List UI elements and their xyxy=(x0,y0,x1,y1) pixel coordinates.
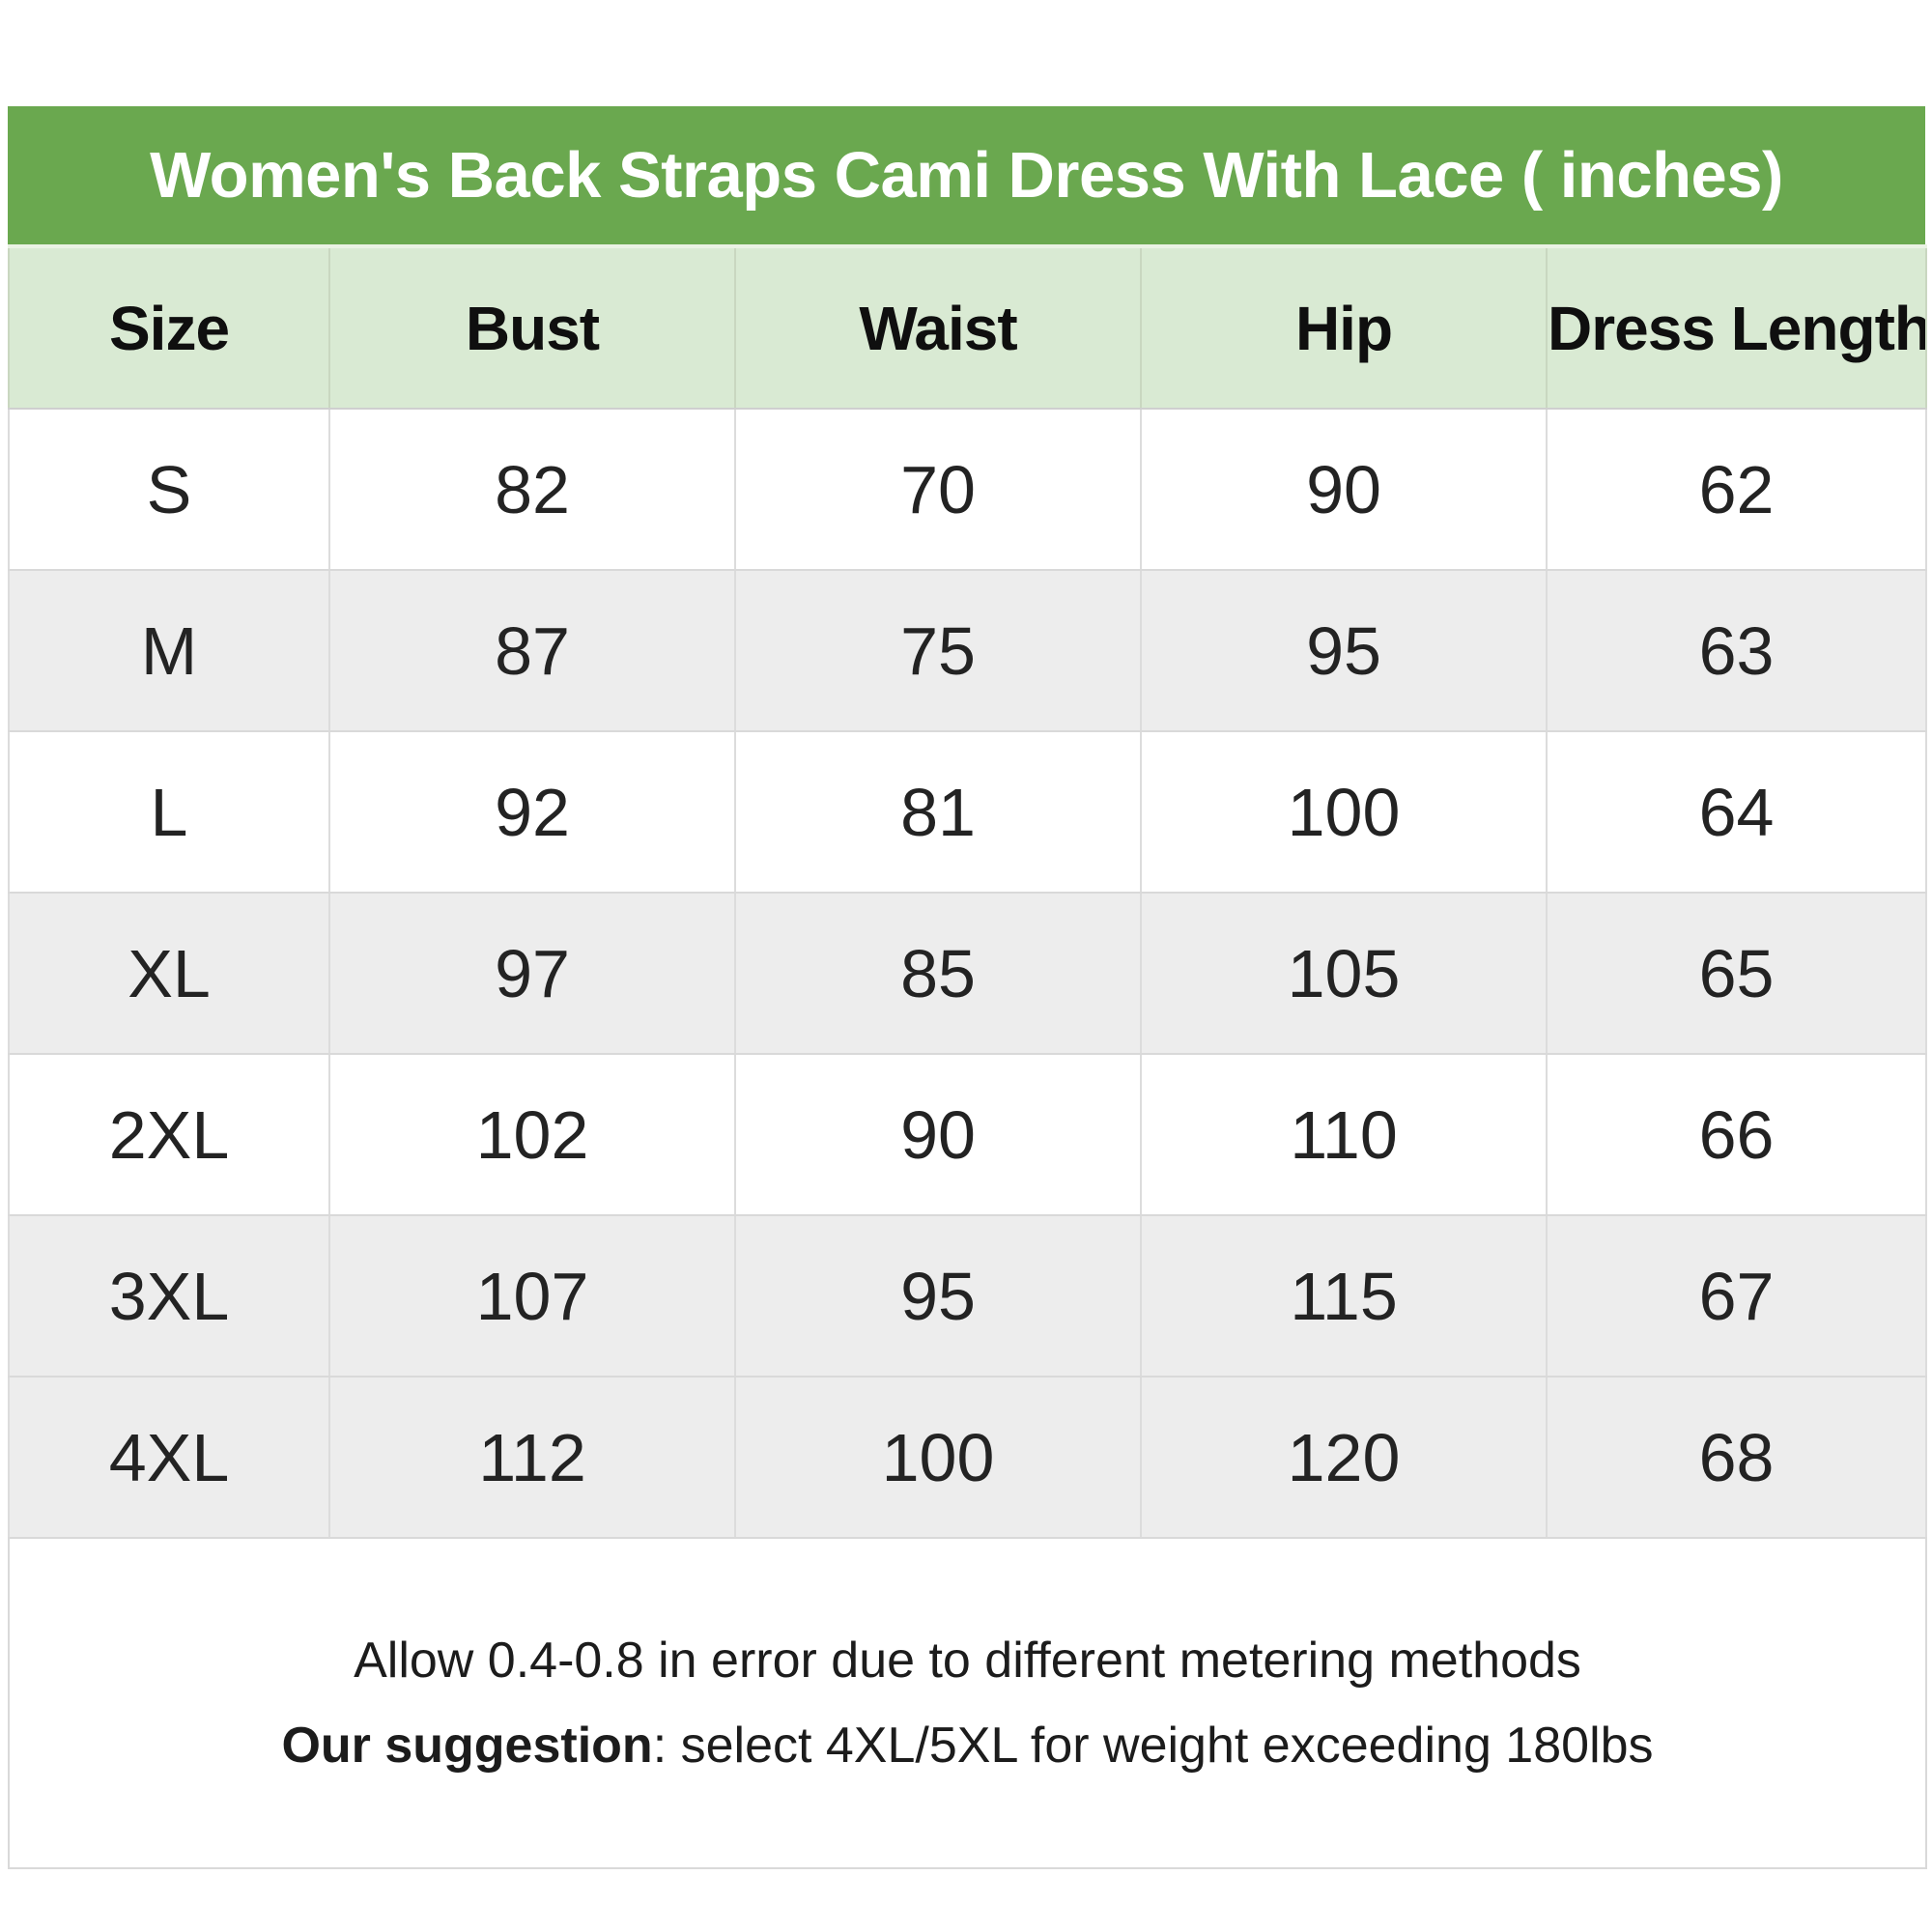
cell-dress-length: 66 xyxy=(1546,1053,1927,1216)
cell-bust: 92 xyxy=(328,730,736,894)
footer-suggestion: Our suggestion: select 4XL/5XL for weigh… xyxy=(281,1717,1653,1775)
size-table-header: Size Bust Waist Hip Dress Length xyxy=(8,244,1927,410)
cell-size: L xyxy=(8,730,330,894)
table-row: L 92 81 100 64 xyxy=(8,730,1927,894)
cell-bust: 102 xyxy=(328,1053,736,1216)
cell-dress-length: 63 xyxy=(1546,569,1927,732)
footer-note: Allow 0.4-0.8 in error due to different … xyxy=(354,1633,1581,1689)
footer-suggestion-text: : select 4XL/5XL for weight exceeding 18… xyxy=(652,1718,1654,1774)
footer-notes: Allow 0.4-0.8 in error due to different … xyxy=(10,1539,1925,1867)
size-chart-table: Size Bust Waist Hip Dress Length S 82 70 90… xyxy=(8,244,1927,1869)
table-row: M 87 75 95 63 xyxy=(8,569,1927,732)
cell-hip: 95 xyxy=(1140,569,1548,732)
table-row: S 82 70 90 62 xyxy=(8,408,1927,571)
size-chart-title-bar: Women's Back Straps Cami Dress With Lace… xyxy=(8,106,1925,244)
cell-waist: 85 xyxy=(734,892,1142,1055)
cell-waist: 70 xyxy=(734,408,1142,571)
table-row: 4XL 112 100 120 68 xyxy=(8,1376,1927,1539)
column-header-bust: Bust xyxy=(328,244,736,410)
cell-hip: 105 xyxy=(1140,892,1548,1055)
cell-bust: 87 xyxy=(328,569,736,732)
cell-hip: 110 xyxy=(1140,1053,1548,1216)
cell-hip: 115 xyxy=(1140,1214,1548,1378)
footer-suggestion-label: Our suggestion xyxy=(281,1718,653,1774)
cell-waist: 95 xyxy=(734,1214,1142,1378)
cell-bust: 112 xyxy=(328,1376,736,1539)
column-header-dress-length: Dress Length xyxy=(1546,244,1927,410)
column-header-size: Size xyxy=(8,244,330,410)
size-chart-title: Women's Back Straps Cami Dress With Lace… xyxy=(150,139,1783,212)
cell-hip: 100 xyxy=(1140,730,1548,894)
cell-bust: 107 xyxy=(328,1214,736,1378)
column-header-waist: Waist xyxy=(734,244,1142,410)
table-row: 3XL 107 95 115 67 xyxy=(8,1214,1927,1378)
cell-dress-length: 67 xyxy=(1546,1214,1927,1378)
size-chart: Women's Back Straps Cami Dress With Lace… xyxy=(8,106,1927,1869)
cell-waist: 90 xyxy=(734,1053,1142,1216)
cell-size: S xyxy=(8,408,330,571)
cell-waist: 81 xyxy=(734,730,1142,894)
cell-dress-length: 64 xyxy=(1546,730,1927,894)
size-table-footer: Allow 0.4-0.8 in error due to different … xyxy=(8,1537,1927,1869)
cell-bust: 97 xyxy=(328,892,736,1055)
cell-waist: 100 xyxy=(734,1376,1142,1539)
cell-dress-length: 65 xyxy=(1546,892,1927,1055)
header-row: Size Bust Waist Hip Dress Length xyxy=(8,244,1927,410)
cell-hip: 120 xyxy=(1140,1376,1548,1539)
cell-bust: 82 xyxy=(328,408,736,571)
footer-cell: Allow 0.4-0.8 in error due to different … xyxy=(8,1537,1927,1869)
cell-size: 2XL xyxy=(8,1053,330,1216)
cell-waist: 75 xyxy=(734,569,1142,732)
cell-size: 4XL xyxy=(8,1376,330,1539)
cell-size: M xyxy=(8,569,330,732)
column-header-hip: Hip xyxy=(1140,244,1548,410)
cell-dress-length: 62 xyxy=(1546,408,1927,571)
cell-hip: 90 xyxy=(1140,408,1548,571)
cell-size: 3XL xyxy=(8,1214,330,1378)
footer-row: Allow 0.4-0.8 in error due to different … xyxy=(8,1537,1927,1869)
cell-dress-length: 68 xyxy=(1546,1376,1927,1539)
table-row: 2XL 102 90 110 66 xyxy=(8,1053,1927,1216)
table-row: XL 97 85 105 65 xyxy=(8,892,1927,1055)
size-table-body: S 82 70 90 62 M 87 75 95 63 L 92 81 100 64 XL 97 85 105 65 2… xyxy=(8,408,1927,1539)
cell-size: XL xyxy=(8,892,330,1055)
